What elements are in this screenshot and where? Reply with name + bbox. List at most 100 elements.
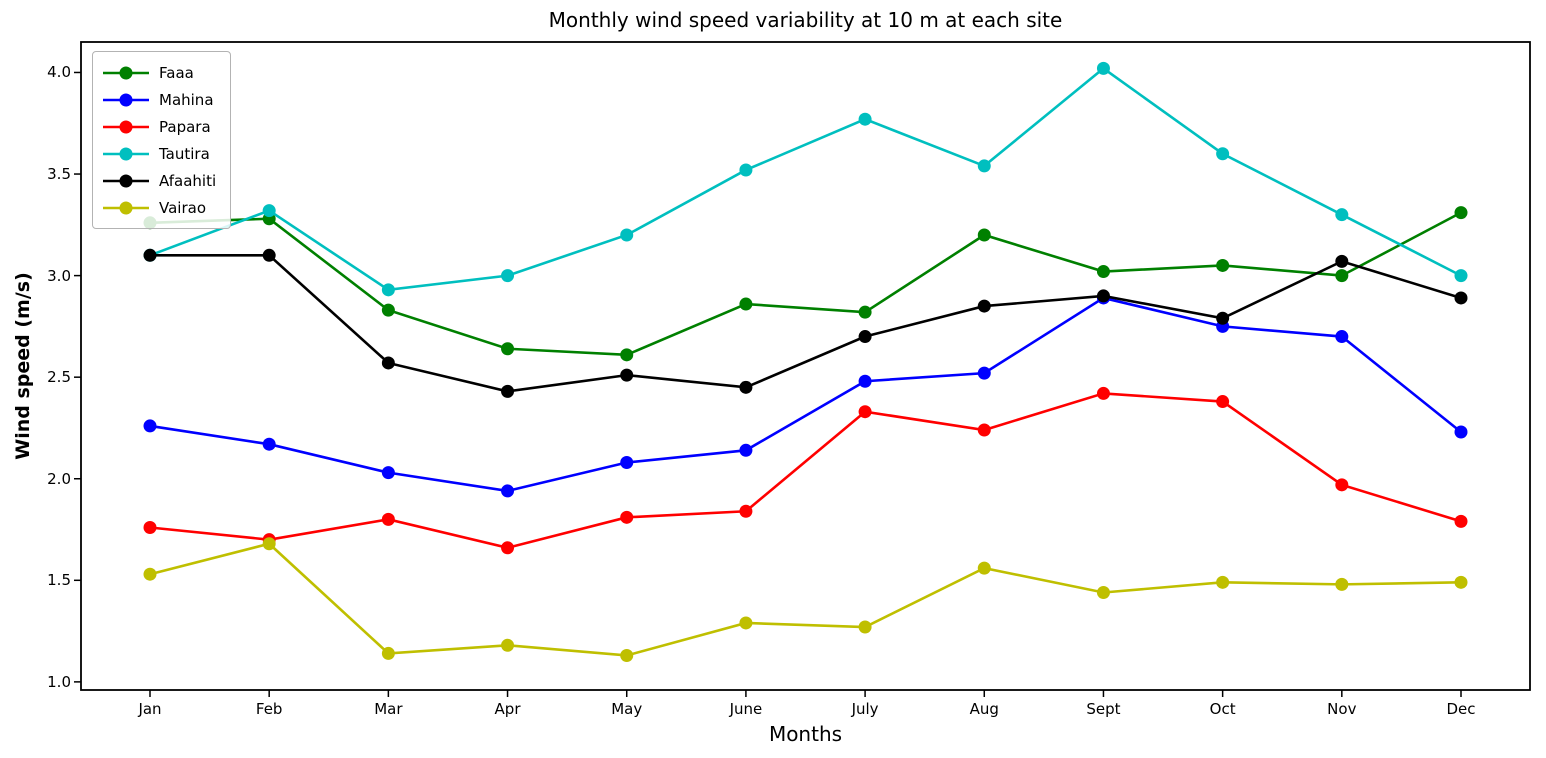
data-point-faaa-apr xyxy=(501,342,515,356)
data-point-tautira-july xyxy=(858,112,872,126)
y-tick-label: 1.0 xyxy=(47,672,71,691)
legend-entry-faaa: Faaa xyxy=(103,59,216,86)
data-point-papara-dec xyxy=(1454,514,1468,528)
data-point-afaahiti-july xyxy=(858,330,872,344)
x-tick-label: Jan xyxy=(138,700,162,718)
legend-label: Faaa xyxy=(159,63,194,82)
data-point-vairao-dec xyxy=(1454,575,1468,589)
legend-entry-mahina: Mahina xyxy=(103,86,216,113)
data-point-afaahiti-june xyxy=(739,380,753,394)
plot-border xyxy=(80,41,1531,691)
x-tick-label: Apr xyxy=(494,700,521,718)
data-point-vairao-nov xyxy=(1335,577,1349,591)
legend-swatch-afaahiti-icon xyxy=(103,174,149,187)
data-point-papara-jan xyxy=(143,520,157,534)
data-point-faaa-mar xyxy=(381,303,395,317)
data-point-tautira-oct xyxy=(1216,147,1230,161)
legend-entry-tautira: Tautira xyxy=(103,140,216,167)
x-tick-label: May xyxy=(611,700,643,718)
y-tick-label: 1.5 xyxy=(47,571,71,590)
y-tick-label: 3.0 xyxy=(47,266,71,285)
series-line-vairao xyxy=(149,542,1462,657)
data-point-afaahiti-aug xyxy=(977,299,991,313)
data-point-mahina-nov xyxy=(1335,330,1349,344)
data-point-mahina-aug xyxy=(977,366,991,380)
legend-label: Vairao xyxy=(159,198,206,217)
series-line-afaahiti xyxy=(150,253,1462,393)
series-line-mahina xyxy=(149,296,1462,493)
y-tick-label: 2.0 xyxy=(47,469,71,488)
series-line-faaa xyxy=(149,211,1462,357)
legend-entry-afaahiti: Afaahiti xyxy=(103,167,216,194)
data-point-afaahiti-may xyxy=(620,368,634,382)
data-point-mahina-dec xyxy=(1454,425,1468,439)
x-tick-label: Nov xyxy=(1327,700,1357,718)
legend-label: Afaahiti xyxy=(159,171,217,190)
x-tick-label: Sept xyxy=(1086,700,1121,718)
y-tick-label: 4.0 xyxy=(47,63,71,82)
data-point-mahina-feb xyxy=(262,437,276,451)
data-point-tautira-june xyxy=(739,163,753,177)
legend-swatch-papara-icon xyxy=(103,120,149,133)
data-point-papara-mar xyxy=(381,512,395,526)
data-point-papara-may xyxy=(620,510,634,524)
data-point-vairao-may xyxy=(620,648,634,662)
data-point-faaa-nov xyxy=(1335,269,1349,283)
legend-label: Tautira xyxy=(159,144,210,163)
data-point-mahina-july xyxy=(858,374,872,388)
data-point-tautira-may xyxy=(620,228,634,242)
data-point-faaa-may xyxy=(620,348,634,362)
data-point-afaahiti-jan xyxy=(143,248,157,262)
data-point-mahina-may xyxy=(620,455,634,469)
data-point-papara-nov xyxy=(1335,478,1349,492)
x-tick-label: July xyxy=(851,700,879,718)
data-point-tautira-dec xyxy=(1454,269,1468,283)
x-tick-label: June xyxy=(729,700,763,718)
legend-label: Papara xyxy=(159,117,211,136)
data-point-afaahiti-apr xyxy=(501,384,515,398)
chart-title: Monthly wind speed variability at 10 m a… xyxy=(548,8,1063,32)
data-point-faaa-sept xyxy=(1096,265,1110,279)
x-tick-label: Feb xyxy=(255,700,283,718)
data-point-afaahiti-feb xyxy=(262,248,276,262)
legend: Faaa Mahina Papara Tautira Afaahiti Vairao xyxy=(92,51,232,229)
data-point-vairao-july xyxy=(858,620,872,634)
data-point-faaa-june xyxy=(739,297,753,311)
data-point-faaa-oct xyxy=(1216,258,1230,272)
data-point-tautira-aug xyxy=(977,159,991,173)
data-point-vairao-june xyxy=(739,616,753,630)
data-point-vairao-jan xyxy=(143,567,157,581)
y-tick-label: 3.5 xyxy=(47,165,71,184)
data-point-faaa-aug xyxy=(977,228,991,242)
data-point-vairao-apr xyxy=(501,638,515,652)
data-point-papara-apr xyxy=(501,541,515,555)
data-point-tautira-sept xyxy=(1096,61,1110,75)
legend-label: Mahina xyxy=(159,90,214,109)
series-line-tautira xyxy=(149,66,1462,292)
legend-entry-papara: Papara xyxy=(103,113,216,140)
data-point-papara-june xyxy=(739,504,753,518)
data-point-tautira-apr xyxy=(501,269,515,283)
data-point-afaahiti-mar xyxy=(381,356,395,370)
data-point-afaahiti-oct xyxy=(1216,311,1230,325)
legend-entry-vairao: Vairao xyxy=(103,194,216,221)
chart-canvas xyxy=(74,41,1531,697)
data-point-afaahiti-nov xyxy=(1335,254,1349,268)
data-point-papara-july xyxy=(858,405,872,419)
data-point-mahina-apr xyxy=(501,484,515,498)
data-point-papara-sept xyxy=(1096,386,1110,400)
data-point-vairao-sept xyxy=(1096,585,1110,599)
data-point-tautira-nov xyxy=(1335,208,1349,222)
data-point-faaa-july xyxy=(858,305,872,319)
plot-area: Faaa Mahina Papara Tautira Afaahiti Vairao xyxy=(74,41,1531,697)
x-tick-label: Dec xyxy=(1446,700,1476,718)
data-point-faaa-dec xyxy=(1454,206,1468,220)
x-tick-label: Oct xyxy=(1209,700,1236,718)
x-tick-label: Mar xyxy=(374,700,403,718)
legend-swatch-vairao-icon xyxy=(103,201,149,214)
data-point-afaahiti-sept xyxy=(1096,289,1110,303)
data-point-vairao-oct xyxy=(1216,575,1230,589)
data-point-tautira-mar xyxy=(381,283,395,297)
data-point-papara-aug xyxy=(977,423,991,437)
